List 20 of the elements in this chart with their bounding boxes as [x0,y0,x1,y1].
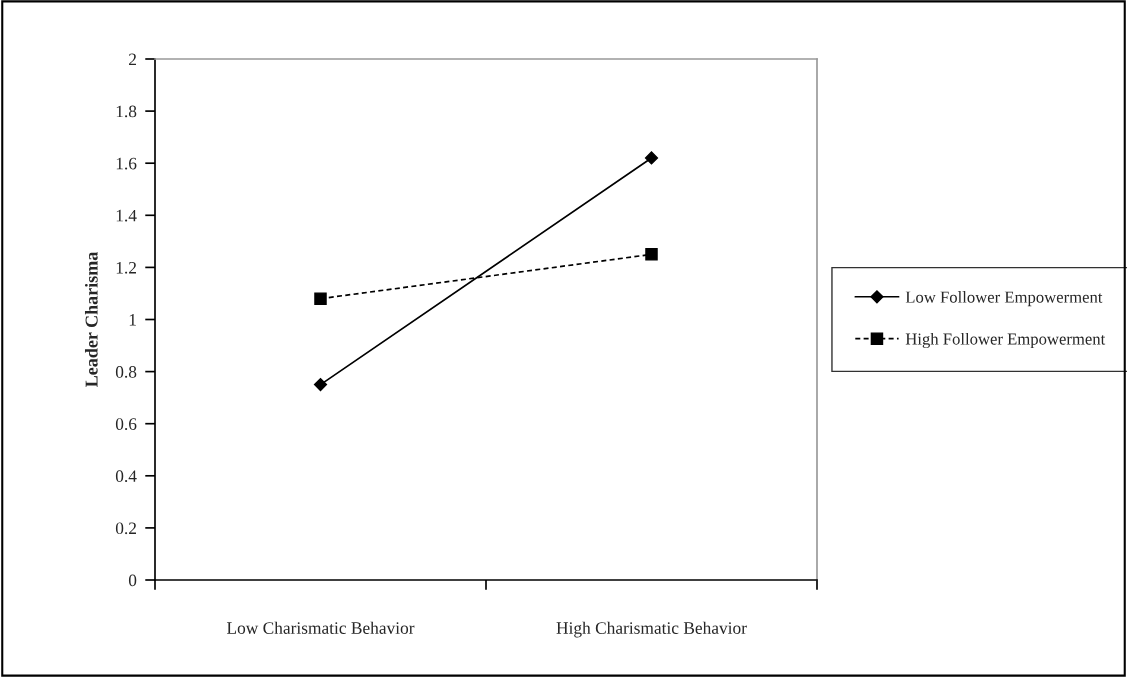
point [644,151,659,165]
point [314,292,327,305]
legend-label: High Follower Empowerment [905,332,1106,349]
y-tick-label: 0 [128,574,137,587]
y-tick-label: 1.6 [116,157,137,170]
x-tick-label: High Charismatic Behavior [556,621,747,638]
y-axis-title: Leader Charisma [84,251,98,387]
y-tick-label: 1.2 [116,261,136,274]
point [645,248,658,261]
x-tick-label: Low Charismatic Behavior [226,621,415,634]
y-tick-label: 2 [129,53,136,66]
y-tick-label: 0.8 [115,366,137,378]
y-tick-label: 0.2 [115,522,136,535]
y-tick-label: 1.4 [116,209,137,222]
y-tick-label: 1.8 [116,105,137,118]
y-tick-label: 0.6 [115,418,137,430]
point [313,378,328,392]
y-tick-label: 0.4 [115,470,137,483]
legend-label: Low Follower Empowerment [905,291,1103,307]
y-tick-label: 1 [129,314,136,326]
